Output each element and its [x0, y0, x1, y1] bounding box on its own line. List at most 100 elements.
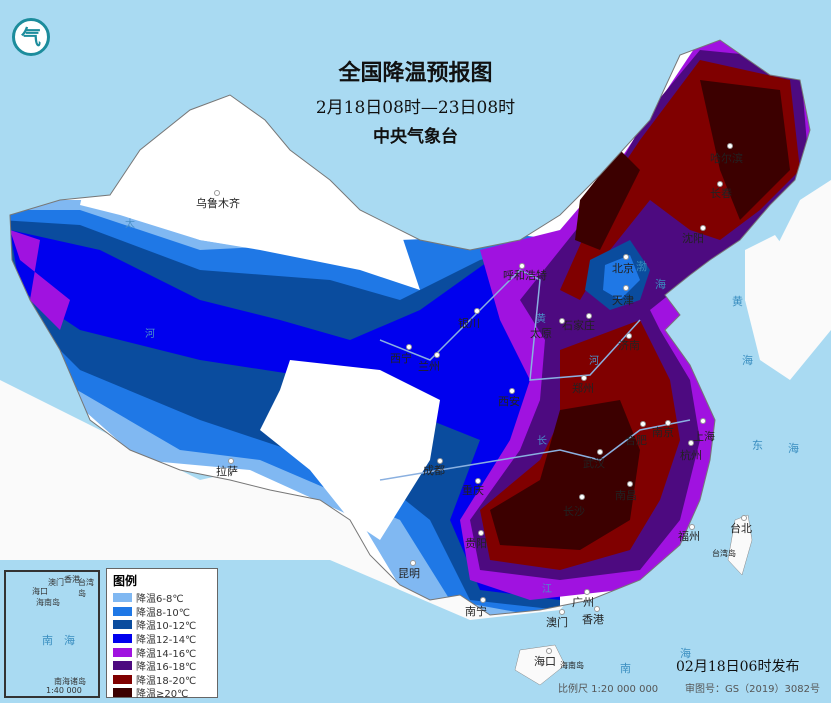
sea-label: 东 — [752, 439, 763, 452]
legend-title: 图例 — [113, 574, 138, 588]
legend: 图例 降温6-8℃ 降温8-10℃ 降温10-12℃ 降温12-14℃ 降温14-16℃… — [106, 568, 218, 701]
city-marker-icon — [665, 420, 671, 426]
legend-swatch — [113, 674, 132, 684]
band-ge-20 — [490, 80, 790, 550]
city-label: 石家庄 — [562, 319, 595, 332]
sea-label: 海 — [680, 647, 691, 660]
city-label: 长春 — [710, 187, 732, 200]
legend-item: 降温18-20℃ — [113, 673, 211, 687]
city-label: 乌鲁木齐 — [196, 197, 240, 210]
sea-label: 南 — [620, 662, 631, 675]
inset-label: 海 — [64, 634, 75, 647]
city-label: 海口 — [534, 655, 556, 668]
city-label: 西安 — [498, 395, 520, 408]
city-label: 长沙 — [563, 505, 585, 518]
river-label: 长 — [537, 436, 547, 447]
city-marker-icon — [623, 285, 629, 291]
city-marker-icon — [689, 524, 695, 530]
city-marker-icon — [434, 352, 440, 358]
sea-label: 海 — [655, 278, 666, 291]
legend-swatch — [113, 634, 132, 644]
city-marker-icon — [478, 530, 484, 536]
city-marker-icon — [627, 481, 633, 487]
legend-item: 降温10-12℃ — [113, 618, 211, 632]
city-label: 郑州 — [572, 382, 594, 395]
city-marker-icon — [546, 648, 552, 654]
legend-label: 降温≥20℃ — [136, 689, 189, 701]
legend-swatch — [113, 647, 132, 657]
city-label: 贵阳 — [465, 537, 487, 550]
legend-swatch — [113, 688, 132, 698]
city-marker-icon — [519, 263, 525, 269]
city-marker-icon — [475, 478, 481, 484]
city-label: 上海 — [693, 430, 715, 443]
city-marker-icon — [727, 143, 733, 149]
city-marker-icon — [410, 560, 416, 566]
city-label: 太原 — [530, 327, 552, 340]
city-label: 沈阳 — [682, 232, 704, 245]
city-label: 杭州 — [680, 449, 702, 462]
city-label: 北京 — [612, 262, 634, 275]
city-marker-icon — [741, 515, 747, 521]
band-white-plateau — [80, 120, 440, 540]
city-label: 重庆 — [462, 484, 484, 497]
legend-label: 降温6-8℃ — [136, 594, 184, 606]
city-label: 天津 — [612, 294, 634, 307]
legend-label: 降温14-16℃ — [136, 648, 197, 660]
inset-label: 南 — [42, 634, 53, 647]
city-marker-icon — [581, 375, 587, 381]
city-marker-icon — [688, 440, 694, 446]
city-label: 昆明 — [398, 567, 420, 580]
city-label: 南京 — [652, 426, 674, 439]
city-label: 台湾岛 — [712, 549, 736, 558]
inset-label: 海口 — [32, 587, 48, 596]
city-marker-icon — [717, 181, 723, 187]
legend-item: 降温8-10℃ — [113, 605, 211, 619]
city-marker-icon — [700, 418, 706, 424]
legend-item: 降温12-14℃ — [113, 632, 211, 646]
city-marker-icon — [509, 388, 515, 394]
issuer: 中央气象台 — [373, 127, 458, 147]
yangtze-river — [379, 419, 691, 481]
city-label: 西宁 — [390, 352, 412, 365]
city-label: 拉萨 — [216, 465, 238, 478]
city-marker-icon — [584, 589, 590, 595]
city-marker-icon — [214, 190, 220, 196]
legend-label: 降温8-10℃ — [136, 607, 190, 619]
beijing-light-pocket — [603, 255, 640, 300]
city-label: 澳门 — [546, 616, 568, 629]
legend-swatch — [113, 661, 132, 671]
city-marker-icon — [594, 606, 600, 612]
city-label: 南宁 — [465, 605, 487, 618]
city-marker-icon — [626, 333, 632, 339]
inset-scale: 1:40 000 000 — [46, 686, 82, 696]
city-marker-icon — [559, 609, 565, 615]
city-label: 哈尔滨 — [710, 152, 743, 165]
city-marker-icon — [597, 449, 603, 455]
legend-swatch — [113, 593, 132, 603]
inset-label: 香港 — [64, 575, 80, 584]
legend-item: 降温6-8℃ — [113, 591, 211, 605]
band-12-14 — [10, 230, 560, 600]
china-border — [9, 39, 811, 616]
legend-label: 降温16-18℃ — [136, 662, 197, 674]
city-label: 福州 — [678, 530, 700, 543]
city-marker-icon — [579, 494, 585, 500]
inset-label: 澳门 — [48, 578, 64, 587]
river-label: 黄 — [536, 314, 546, 325]
inset-label: 海南岛 — [36, 598, 60, 607]
river-label: 太 — [125, 219, 135, 230]
legend-label: 降温12-14℃ — [136, 635, 197, 647]
city-label: 广州 — [572, 596, 594, 609]
sea-label: 渤 — [636, 260, 647, 273]
legend-label: 降温10-12℃ — [136, 621, 197, 633]
city-label: 银川 — [458, 317, 480, 330]
city-label: 成都 — [423, 464, 445, 477]
hainan-island — [514, 644, 566, 686]
city-label: 兰州 — [418, 360, 440, 373]
legend-swatch — [113, 606, 132, 616]
south-china-sea-inset: 澳门 香港 台湾岛 海口 海南岛 南 海 南海诸岛 1:40 000 000 — [4, 570, 100, 698]
review-number: 审图号：GS（2019）3082号 — [685, 684, 820, 695]
inset-label: 台湾岛 — [78, 578, 94, 598]
